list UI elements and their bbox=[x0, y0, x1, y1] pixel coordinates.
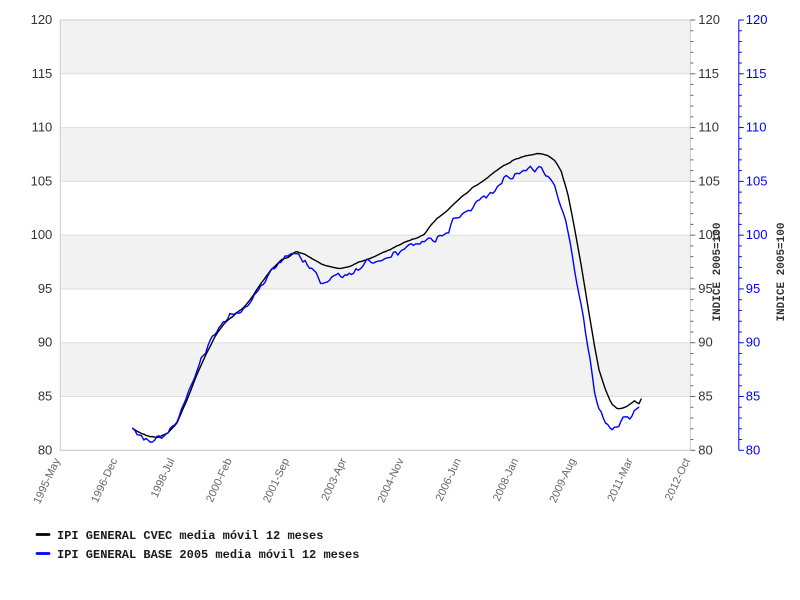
svg-text:2011-Mar: 2011-Mar bbox=[605, 456, 636, 503]
svg-text:95: 95 bbox=[746, 281, 760, 296]
svg-text:110: 110 bbox=[32, 120, 53, 135]
svg-text:115: 115 bbox=[698, 66, 719, 81]
svg-text:100: 100 bbox=[746, 227, 768, 242]
svg-text:105: 105 bbox=[746, 173, 768, 188]
svg-text:120: 120 bbox=[31, 12, 53, 27]
svg-text:105: 105 bbox=[31, 173, 53, 188]
svg-text:IPI GENERAL CVEC media móvil 1: IPI GENERAL CVEC media móvil 12 meses bbox=[57, 529, 323, 543]
svg-text:85: 85 bbox=[38, 389, 52, 404]
svg-text:1996-Dec: 1996-Dec bbox=[89, 456, 120, 505]
svg-text:85: 85 bbox=[698, 389, 712, 404]
svg-text:80: 80 bbox=[38, 442, 52, 457]
svg-text:INDICE 2005=100: INDICE 2005=100 bbox=[712, 223, 724, 322]
svg-text:120: 120 bbox=[698, 12, 720, 27]
svg-text:2009-Aug: 2009-Aug bbox=[547, 456, 578, 504]
svg-text:IPI GENERAL BASE 2005 media mó: IPI GENERAL BASE 2005 media móvil 12 mes… bbox=[57, 548, 359, 562]
svg-text:110: 110 bbox=[698, 120, 719, 135]
svg-text:90: 90 bbox=[746, 335, 760, 350]
svg-text:115: 115 bbox=[746, 66, 767, 81]
svg-text:2006-Jun: 2006-Jun bbox=[434, 456, 464, 503]
svg-text:80: 80 bbox=[746, 442, 760, 457]
svg-text:2001-Sep: 2001-Sep bbox=[261, 456, 292, 504]
svg-text:110: 110 bbox=[746, 120, 767, 135]
svg-text:1995-May: 1995-May bbox=[31, 456, 63, 506]
svg-text:2008-Jan: 2008-Jan bbox=[491, 456, 521, 503]
svg-text:2004-Nov: 2004-Nov bbox=[376, 456, 407, 505]
svg-text:85: 85 bbox=[746, 389, 760, 404]
svg-text:80: 80 bbox=[698, 442, 712, 457]
svg-text:1998-Jul: 1998-Jul bbox=[149, 456, 178, 499]
svg-text:95: 95 bbox=[38, 281, 52, 296]
svg-text:100: 100 bbox=[31, 227, 53, 242]
svg-text:115: 115 bbox=[32, 66, 53, 81]
svg-text:120: 120 bbox=[746, 12, 768, 27]
svg-text:105: 105 bbox=[698, 173, 720, 188]
svg-text:INDICE 2005=100: INDICE 2005=100 bbox=[776, 223, 788, 322]
svg-text:2000-Feb: 2000-Feb bbox=[204, 456, 235, 504]
svg-text:90: 90 bbox=[38, 335, 52, 350]
svg-text:95: 95 bbox=[698, 281, 712, 296]
svg-text:90: 90 bbox=[698, 335, 712, 350]
svg-text:2012-Oct: 2012-Oct bbox=[663, 456, 693, 502]
svg-text:2003-Apr: 2003-Apr bbox=[319, 456, 349, 502]
